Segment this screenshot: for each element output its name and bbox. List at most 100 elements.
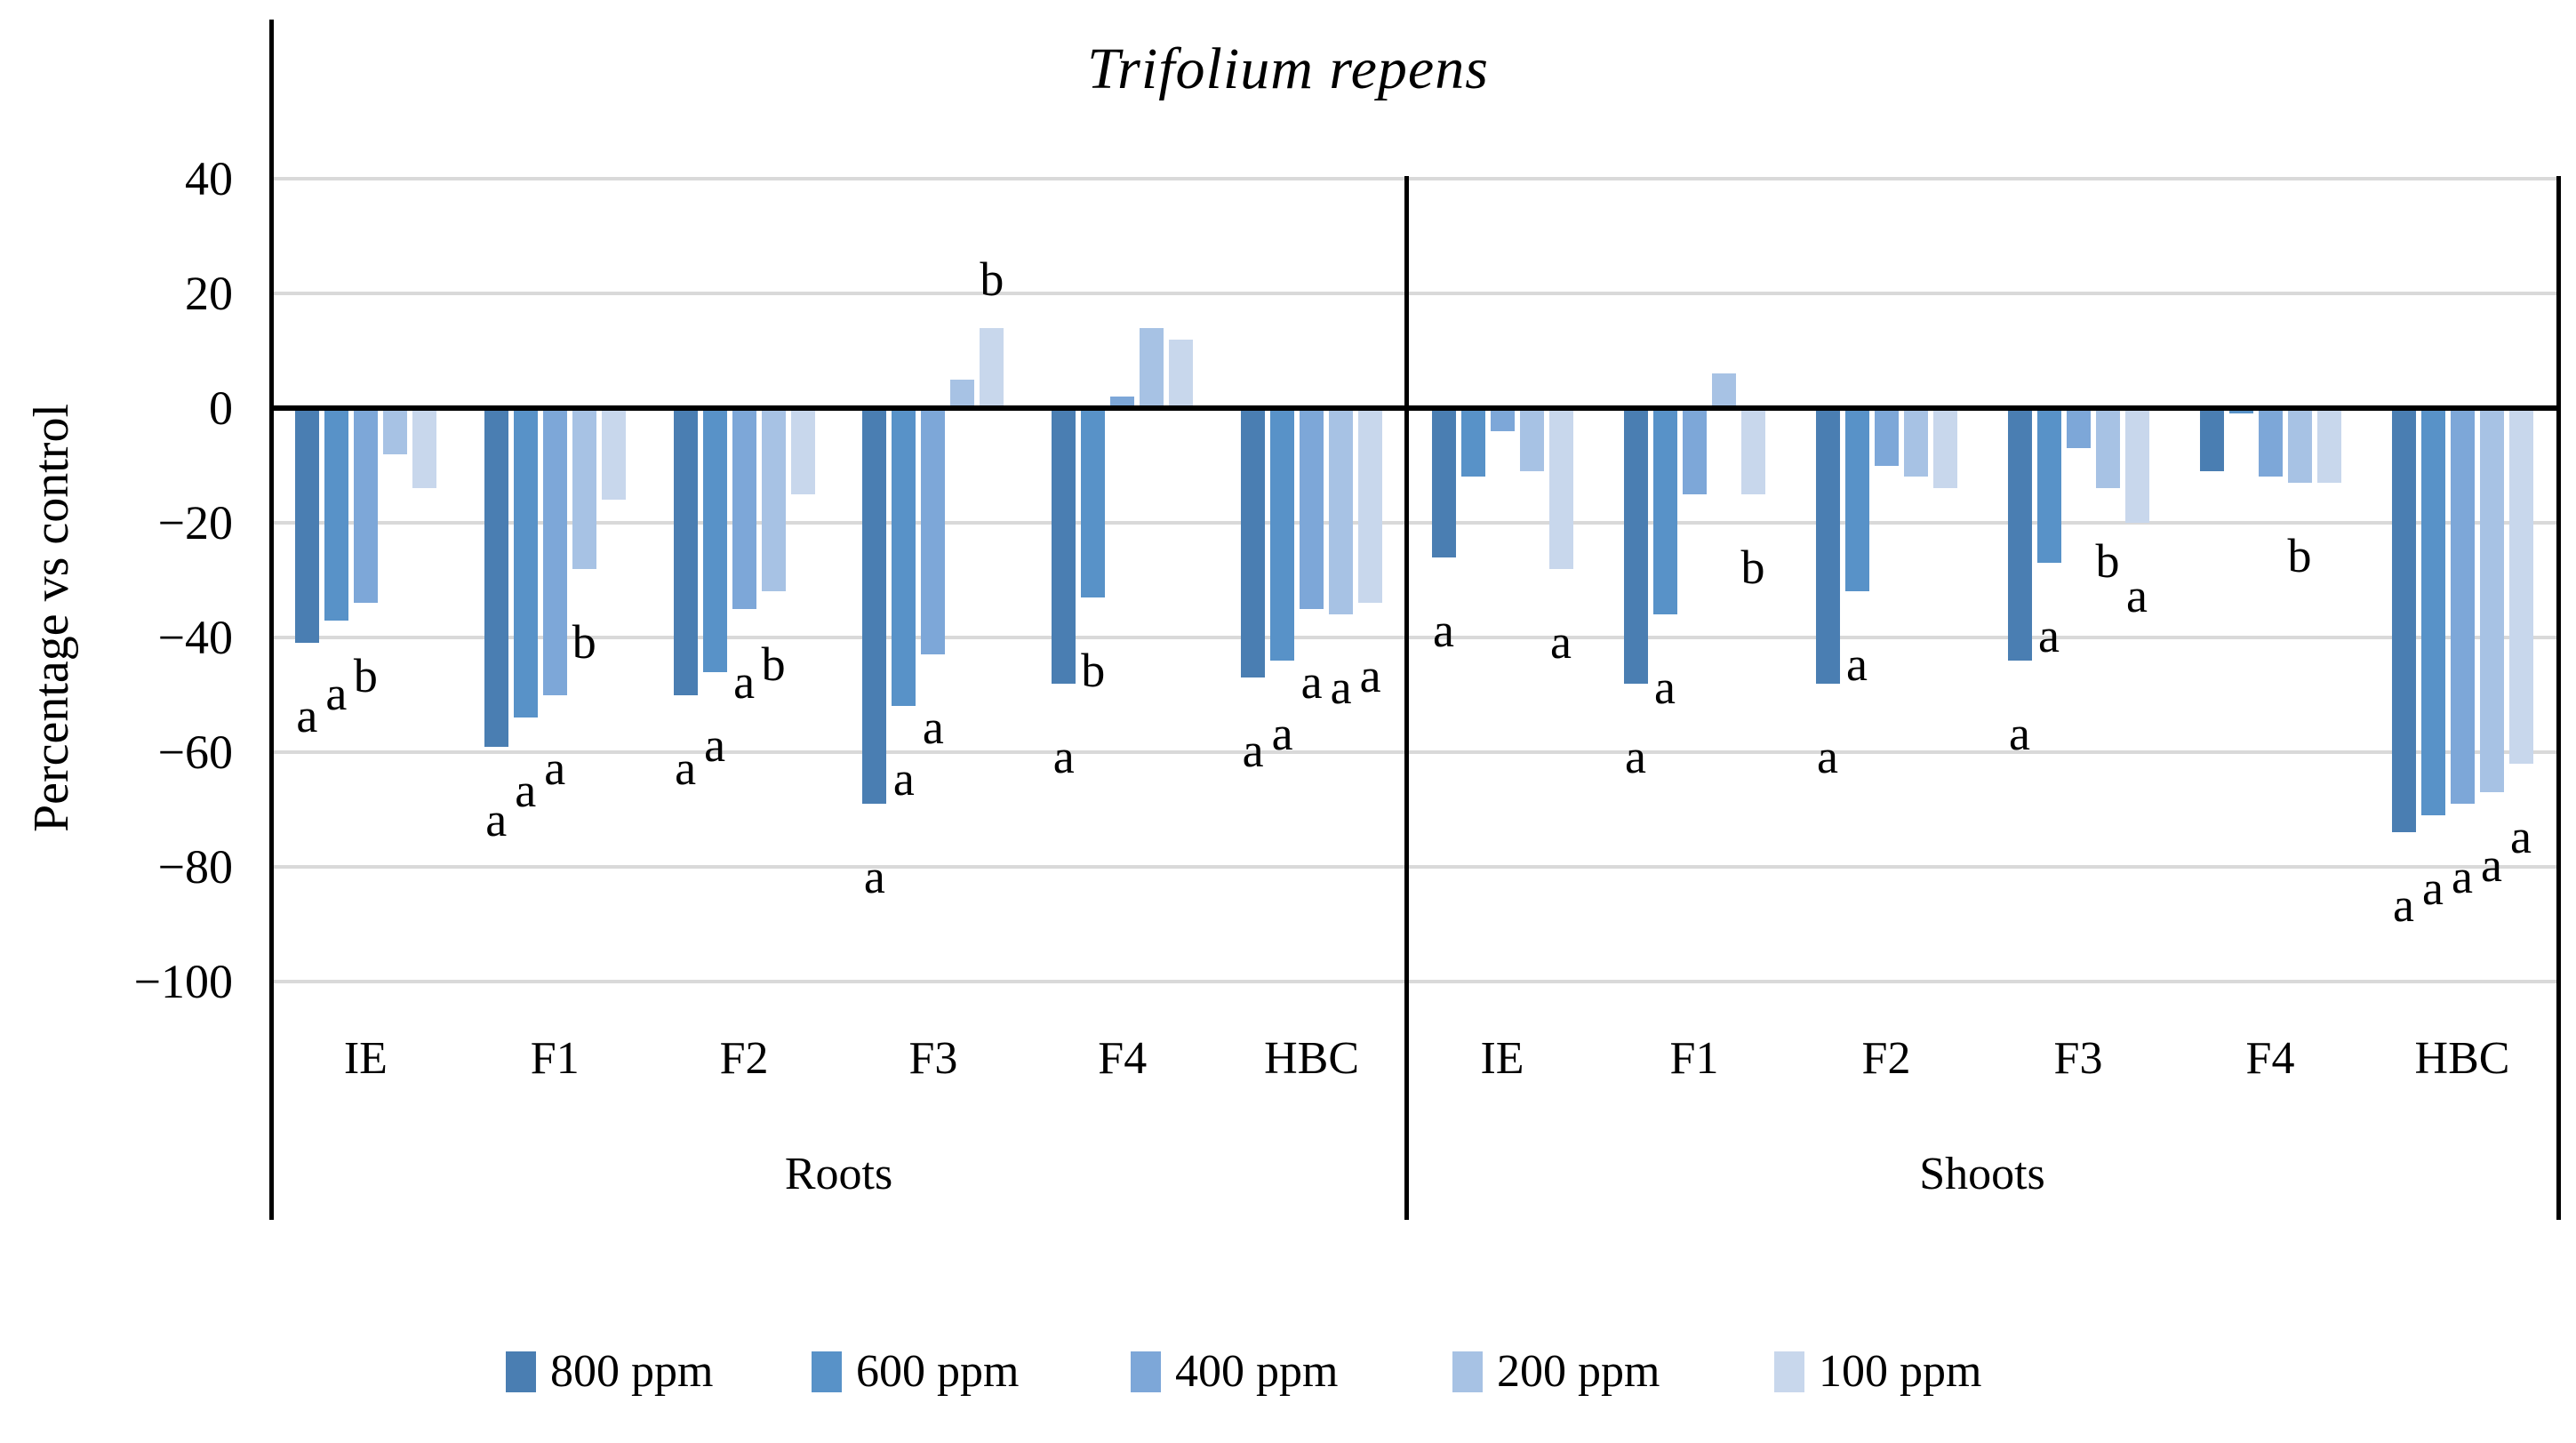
legend-label: 400 ppm: [1175, 1346, 1339, 1397]
bar-100-ppm: [2508, 408, 2533, 764]
bar-200-ppm: [1711, 373, 1736, 408]
bar-600-ppm: [324, 408, 348, 621]
bar-800-ppm: [862, 408, 887, 805]
x-group-label: IE: [1480, 1033, 1524, 1084]
bar-600-ppm: [2036, 408, 2061, 564]
y-tick-label: 40: [185, 152, 233, 205]
y-tick-label: 20: [185, 267, 233, 320]
significance-letter: a: [544, 741, 566, 795]
significance-letter: a: [1433, 603, 1454, 657]
bar-100-ppm: [980, 327, 1004, 408]
significance-letter: a: [2422, 861, 2444, 915]
bar-200-ppm: [382, 408, 407, 454]
bar-400-ppm: [1300, 408, 1324, 609]
x-section-label: Roots: [784, 1149, 893, 1199]
significance-letter: b: [2287, 528, 2312, 582]
significance-letter: a: [2038, 609, 2060, 663]
bar-800-ppm: [1431, 408, 1456, 557]
bar-800-ppm: [1623, 408, 1648, 684]
bar-100-ppm: [412, 408, 436, 489]
bar-800-ppm: [2007, 408, 2032, 661]
bar-400-ppm: [542, 408, 567, 695]
gridline: [271, 292, 2558, 295]
bar-600-ppm: [892, 408, 916, 707]
significance-letter: a: [733, 654, 756, 709]
bar-200-ppm: [1329, 408, 1354, 615]
significance-letter: a: [2481, 838, 2502, 893]
significance-letter: b: [980, 252, 1004, 306]
significance-letter: a: [2393, 878, 2414, 933]
significance-letter: a: [2126, 569, 2148, 622]
significance-letter: b: [572, 614, 596, 669]
bar-200-ppm: [2479, 408, 2504, 793]
significance-letter: b: [1081, 643, 1106, 697]
y-tick-label: −20: [157, 496, 233, 549]
bar-600-ppm: [1460, 408, 1485, 477]
gridline: [271, 750, 2558, 754]
x-group-label: F1: [530, 1033, 580, 1084]
significance-letter: a: [675, 741, 697, 795]
bar-200-ppm: [572, 408, 596, 569]
bar-100-ppm: [1169, 339, 1194, 408]
bar-200-ppm: [950, 379, 975, 408]
bar-800-ppm: [1052, 408, 1076, 684]
significance-letter: a: [1817, 729, 1838, 783]
y-tick-label: −80: [157, 840, 233, 894]
significance-letter: a: [1654, 661, 1676, 715]
significance-letter: a: [1300, 654, 1323, 709]
bar-200-ppm: [1519, 408, 1544, 471]
x-group-label: F3: [908, 1033, 958, 1084]
bar-400-ppm: [1682, 408, 1707, 494]
significance-letter: a: [2009, 706, 2030, 760]
x-group-label: HBC: [2414, 1033, 2510, 1084]
bar-200-ppm: [2095, 408, 2120, 489]
significance-letter: a: [704, 717, 726, 772]
bar-800-ppm: [2199, 408, 2224, 471]
significance-letter: a: [2452, 850, 2473, 904]
x-group-label: IE: [343, 1033, 388, 1084]
significance-letter: b: [1740, 540, 1765, 594]
bar-400-ppm: [353, 408, 378, 604]
x-group-label: F1: [1669, 1033, 1719, 1084]
y-tick-label: −40: [157, 611, 233, 664]
legend-label: 200 ppm: [1497, 1346, 1660, 1397]
bar-400-ppm: [2066, 408, 2091, 449]
bar-600-ppm: [513, 408, 538, 718]
significance-letter: a: [1846, 637, 1868, 692]
right-frame-line: [2556, 176, 2561, 1220]
gridline: [271, 980, 2558, 983]
legend-label: 800 ppm: [550, 1346, 714, 1397]
bar-200-ppm: [1903, 408, 1928, 477]
legend-swatch-icon: [1131, 1351, 1161, 1392]
significance-letter: a: [1271, 706, 1293, 760]
legend-swatch-icon: [506, 1351, 536, 1392]
gridline: [271, 865, 2558, 869]
significance-letter: a: [485, 792, 508, 846]
bar-100-ppm: [2316, 408, 2341, 483]
significance-letter: b: [2095, 534, 2120, 589]
significance-letter: a: [1625, 729, 1646, 783]
significance-letter: a: [515, 764, 537, 818]
bar-400-ppm: [1874, 408, 1899, 466]
significance-letter: a: [1242, 724, 1264, 778]
significance-letter: a: [1052, 729, 1075, 783]
section-divider-line: [1404, 176, 1409, 1220]
significance-letter: a: [922, 701, 944, 755]
bar-400-ppm: [2450, 408, 2475, 805]
significance-letter: b: [761, 637, 786, 692]
bar-600-ppm: [1844, 408, 1869, 592]
significance-letter: a: [863, 850, 885, 904]
legend-label: 100 ppm: [1819, 1346, 1982, 1397]
bar-200-ppm: [1140, 327, 1164, 408]
x-section-label: Shoots: [1919, 1149, 2045, 1199]
bar-600-ppm: [2228, 408, 2253, 414]
bar-600-ppm: [1652, 408, 1677, 615]
chart-title: Trifolium repens: [1087, 36, 1489, 101]
bar-800-ppm: [294, 408, 319, 644]
bar-400-ppm: [1110, 397, 1135, 408]
x-group-label: F3: [2053, 1033, 2103, 1084]
bar-400-ppm: [2258, 408, 2283, 477]
zero-axis-line: [271, 405, 2558, 411]
bar-600-ppm: [702, 408, 727, 672]
